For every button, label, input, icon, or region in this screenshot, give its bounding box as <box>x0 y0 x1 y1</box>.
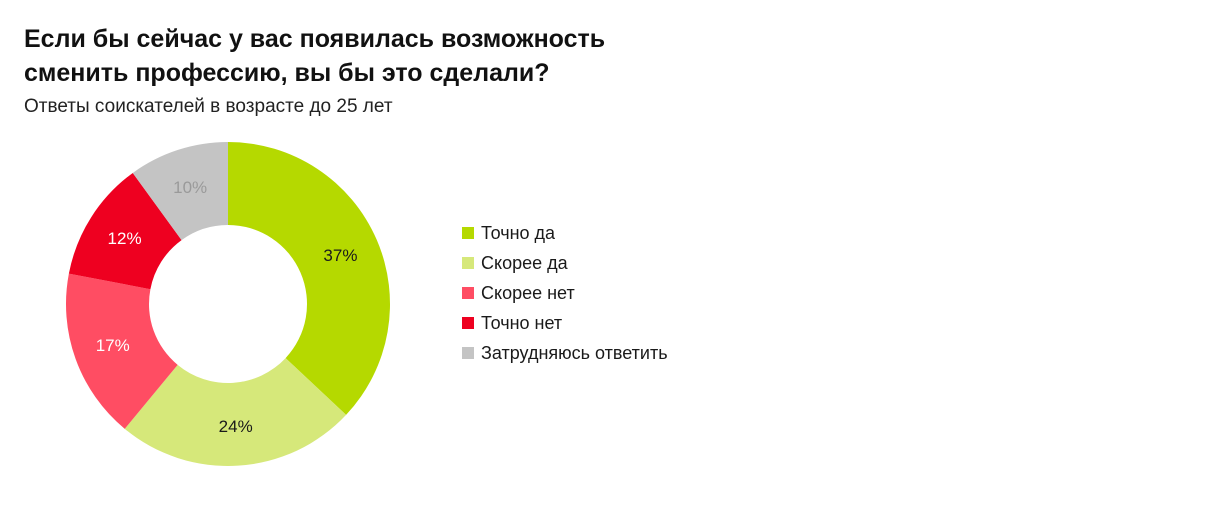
slice-value-label-2: 24% <box>219 417 253 436</box>
legend-item-5: Затрудняюсь ответить <box>462 338 668 368</box>
slice-value-label-1: 37% <box>323 246 357 265</box>
legend-label: Скорее да <box>481 252 568 273</box>
legend-item-4: Точно нет <box>462 308 668 338</box>
donut-slice-5 <box>132 142 228 241</box>
slice-value-label-4: 12% <box>108 229 142 248</box>
chart-legend: Точно да Скорее да Скорее нет Точно нет Затр… <box>462 218 668 368</box>
chart-title: Если бы сейчас у вас появилась возможнос… <box>24 25 606 87</box>
donut-slice-2 <box>124 358 347 466</box>
legend-swatch <box>462 317 474 329</box>
donut-slice-1 <box>228 142 391 415</box>
slice-value-label-5: 10% <box>173 178 207 197</box>
legend-label: Скорее нет <box>481 282 575 303</box>
legend-label: Точно нет <box>481 312 563 333</box>
legend-item-1: Точно да <box>462 218 668 248</box>
legend-swatch <box>462 227 474 239</box>
legend-swatch <box>462 287 474 299</box>
slice-value-label-3: 17% <box>96 336 130 355</box>
donut-slice-3 <box>66 273 178 429</box>
legend-label: Точно да <box>481 222 556 243</box>
chart-subtitle: Ответы соискателей в возрасте до 25 лет <box>24 96 393 117</box>
legend-item-2: Скорее да <box>462 248 668 278</box>
legend-label: Затрудняюсь ответить <box>481 342 668 363</box>
legend-swatch <box>462 257 474 269</box>
donut-slice-4 <box>68 172 182 290</box>
legend-item-3: Скорее нет <box>462 278 668 308</box>
legend-swatch <box>462 347 474 359</box>
